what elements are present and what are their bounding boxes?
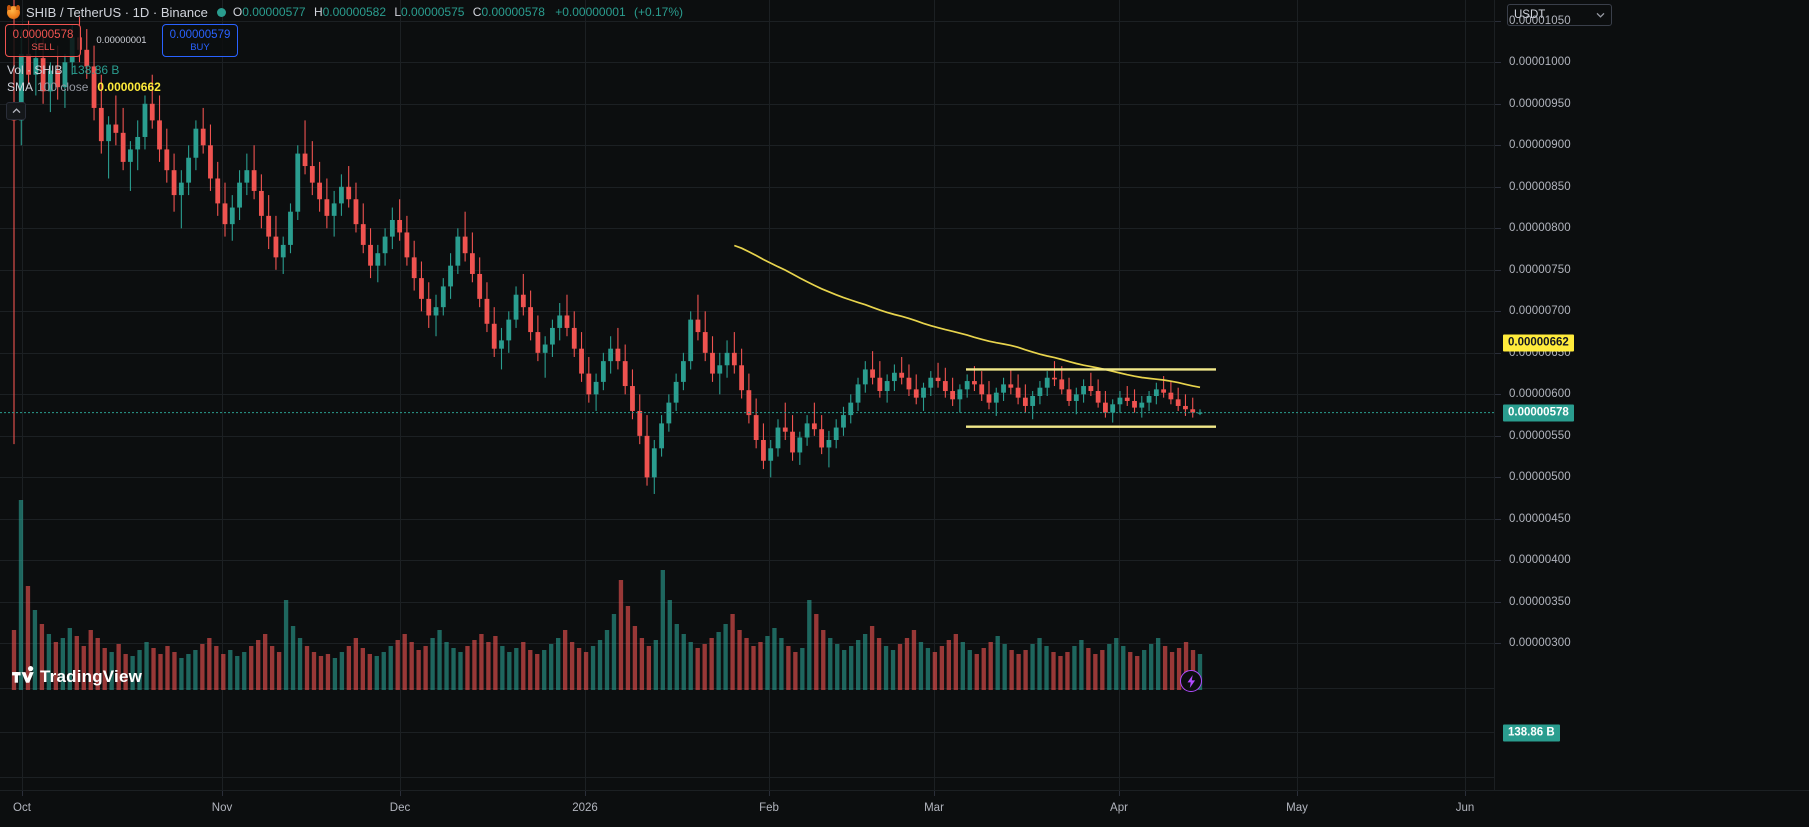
sma-indicator-value: 0.00000662 (97, 79, 161, 94)
high-label: H (313, 5, 323, 19)
spread-value: 0.00000001 (96, 35, 147, 46)
sell-button[interactable]: 0.00000578 SELL (5, 24, 81, 57)
chevron-down-icon (1596, 10, 1605, 20)
close-value: 0.00000578 (481, 5, 545, 19)
chevron-up-icon[interactable] (6, 102, 26, 120)
price-tick-label: 0.00001000 (1509, 56, 1571, 69)
time-tick-label: Nov (211, 802, 233, 814)
price-tick-label: 0.00000500 (1509, 471, 1571, 484)
time-tick-label: Mar (924, 802, 944, 814)
price-tick-mark (1495, 270, 1501, 271)
price-tick-mark (1495, 602, 1501, 603)
symbol-title[interactable]: SHIB / TetherUS · 1D · Binance (26, 4, 208, 20)
time-tick-label: Dec (389, 802, 411, 814)
time-tick-mark (585, 791, 586, 796)
last-price-badge[interactable]: 0.00000578 (1503, 404, 1574, 422)
time-scale[interactable]: Oct Nov Dec 2026 Feb Mar Apr May Jun (0, 790, 1809, 827)
buy-button[interactable]: 0.00000579 BUY (162, 24, 238, 57)
sma-indicator-name: SMA (7, 79, 34, 94)
time-tick-label: Apr (1110, 802, 1128, 814)
open-label: O (232, 5, 243, 19)
price-tick-mark (1495, 560, 1501, 561)
time-tick-mark (934, 791, 935, 796)
price-scale[interactable]: USDT 0.00001050 0.00001000 0.00000950 0.000… (1494, 0, 1809, 790)
sma-indicator-args: 100 close (37, 79, 89, 94)
price-tick-mark (1495, 187, 1501, 188)
time-tick-label: Jun (1455, 802, 1475, 814)
price-tick-label: 0.00000400 (1509, 554, 1571, 567)
time-tick-label: May (1286, 802, 1308, 814)
price-tick-mark (1495, 21, 1501, 22)
sell-label: SELL (31, 41, 55, 53)
indicator-row-sma[interactable]: SMA 100 close 0.00000662 (7, 78, 161, 95)
price-tick-mark (1495, 311, 1501, 312)
lightning-bolt-icon[interactable] (1180, 670, 1202, 692)
sma-line (734, 244, 1201, 389)
shiba-coin-icon (7, 4, 20, 19)
price-tick-label: 0.00000350 (1509, 595, 1571, 608)
price-tick-label: 0.00000950 (1509, 97, 1571, 110)
time-tick-mark (769, 791, 770, 796)
volume-series (11, 500, 1203, 690)
open-value: 0.00000577 (242, 5, 306, 19)
price-tick-mark (1495, 643, 1501, 644)
low-value: 0.00000575 (401, 5, 465, 19)
time-tick-label: 2026 (572, 802, 598, 814)
price-tick-mark (1495, 353, 1501, 354)
high-value: 0.00000582 (322, 5, 387, 19)
price-tick-mark (1495, 228, 1501, 229)
close-label: C (472, 5, 482, 19)
change-value: +0.00000001 (555, 5, 626, 19)
ohlc-values: O0.00000577 H0.00000582 L0.00000575 C0.0… (233, 5, 683, 19)
currency-selector[interactable]: USDT (1507, 4, 1612, 26)
price-tick-label: 0.00000450 (1509, 512, 1571, 525)
time-tick-label: Feb (759, 802, 779, 814)
buy-label: BUY (190, 41, 210, 53)
time-tick-mark (222, 791, 223, 796)
price-tick-label: 0.00000750 (1509, 263, 1571, 276)
time-tick-mark (1465, 791, 1466, 796)
time-tick-mark (400, 791, 401, 796)
volume-indicator-name: Vol · SHIB (7, 62, 63, 77)
change-percent: (+0.17%) (633, 5, 683, 19)
chart-canvas (0, 0, 1494, 790)
chart-legend: SHIB / TetherUS · 1D · Binance O0.000005… (7, 4, 683, 20)
price-tick-label: 0.00000850 (1509, 180, 1571, 193)
time-tick-label: Oct (13, 802, 31, 814)
volume-indicator-value: 138.86 B (71, 62, 120, 77)
price-tick-label: 0.00000800 (1509, 222, 1571, 235)
price-tick-label: 0.00000600 (1509, 388, 1571, 401)
sma-price-badge[interactable]: 0.00000662 (1503, 334, 1574, 352)
price-tick-label: 0.00000550 (1509, 429, 1571, 442)
price-tick-label: 0.00000900 (1509, 139, 1571, 152)
price-tick-mark (1495, 394, 1501, 395)
price-tick-mark (1495, 477, 1501, 478)
price-tick-mark (1495, 145, 1501, 146)
price-tick-mark (1495, 62, 1501, 63)
chart-plot-area[interactable] (0, 0, 1494, 790)
buy-price: 0.00000579 (169, 28, 231, 41)
indicator-legend: Vol · SHIB 138.86 B SMA 100 close 0.0000… (7, 61, 161, 95)
sell-price: 0.00000578 (12, 28, 74, 41)
price-tick-mark (1495, 519, 1501, 520)
price-tick-mark (1495, 436, 1501, 437)
volume-badge[interactable]: 138.86 B (1503, 724, 1560, 742)
candle-series (11, 0, 1203, 494)
time-tick-mark (22, 791, 23, 796)
symbol-legend-row[interactable]: SHIB / TetherUS · 1D · Binance O0.000005… (7, 4, 683, 20)
market-open-dot (216, 7, 226, 17)
time-tick-mark (1119, 791, 1120, 796)
currency-value: USDT (1514, 9, 1546, 21)
low-label: L (394, 5, 402, 19)
indicator-row-volume[interactable]: Vol · SHIB 138.86 B (7, 61, 161, 78)
price-tick-mark (1495, 104, 1501, 105)
price-tick-label: 0.00000700 (1509, 305, 1571, 318)
time-tick-mark (1297, 791, 1298, 796)
price-tick-label: 0.00001050 (1509, 14, 1571, 27)
buy-sell-widget: 0.00000578 SELL 0.00000001 0.00000579 BU… (5, 24, 238, 57)
price-tick-label: 0.00000300 (1509, 637, 1571, 650)
